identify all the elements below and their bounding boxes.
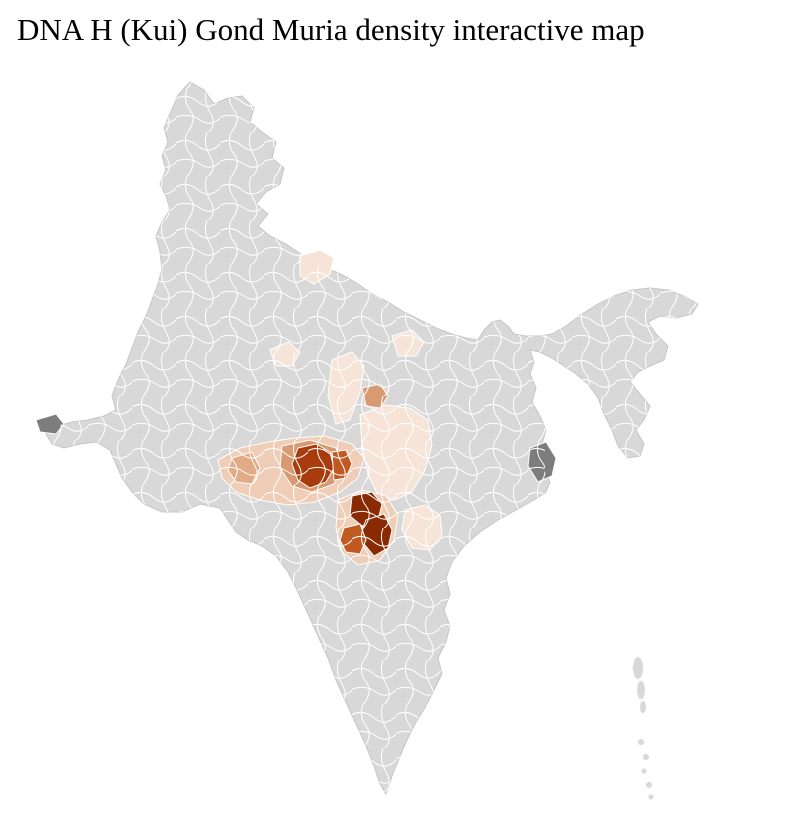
island-shape[interactable] [636,680,646,700]
page-title: DNA H (Kui) Gond Muria density interacti… [17,12,645,47]
andaman-nicobar-islands[interactable] [632,656,654,800]
island-shape[interactable] [637,738,645,746]
island-shape[interactable] [632,656,644,680]
island-shape[interactable] [648,794,654,800]
island-shape[interactable] [645,781,653,789]
island-shape[interactable] [641,768,647,774]
island-shape[interactable] [642,753,650,761]
island-shape[interactable] [639,700,647,714]
